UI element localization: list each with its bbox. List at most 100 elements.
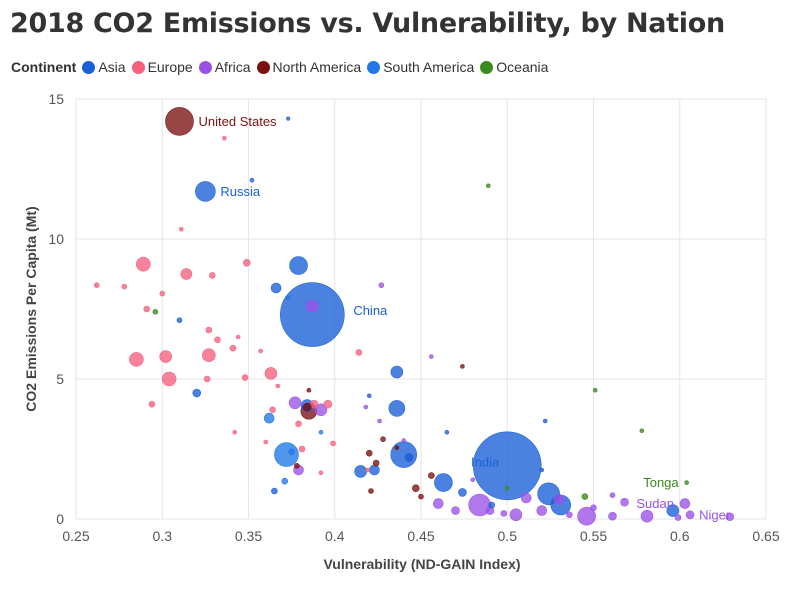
point-asia[interactable] (270, 282, 282, 294)
point-europe[interactable] (203, 375, 211, 383)
point-south-america[interactable] (318, 429, 324, 435)
point-europe[interactable] (202, 348, 216, 363)
point-asia[interactable] (434, 473, 453, 492)
point-africa[interactable] (509, 508, 523, 522)
point-africa[interactable] (378, 282, 385, 289)
legend-item-africa[interactable]: Africa (198, 59, 251, 75)
point-africa[interactable] (451, 506, 460, 515)
point-europe[interactable] (298, 445, 306, 453)
point-europe[interactable] (208, 272, 216, 279)
point-europe[interactable] (180, 268, 193, 280)
point-south-america[interactable] (281, 477, 289, 485)
point-europe[interactable] (159, 290, 166, 297)
point-asia[interactable] (666, 504, 680, 517)
point-asia[interactable] (472, 431, 542, 501)
point-africa[interactable] (679, 498, 691, 509)
point-africa[interactable] (674, 514, 682, 521)
point-africa[interactable] (725, 512, 735, 522)
point-africa[interactable] (536, 505, 548, 516)
point-africa[interactable] (470, 477, 476, 483)
point-africa[interactable] (306, 299, 319, 313)
point-europe[interactable] (365, 467, 370, 473)
point-asia[interactable] (390, 441, 418, 468)
point-north-america[interactable] (293, 462, 300, 469)
point-europe[interactable] (269, 406, 276, 414)
point-asia[interactable] (388, 400, 406, 417)
point-africa[interactable] (377, 418, 382, 424)
point-europe[interactable] (232, 429, 237, 435)
point-europe[interactable] (129, 352, 144, 367)
point-europe[interactable] (143, 305, 151, 313)
point-europe[interactable] (161, 371, 177, 387)
point-asia[interactable] (195, 181, 216, 202)
point-europe[interactable] (330, 440, 336, 447)
legend-item-north-america[interactable]: North America (256, 59, 361, 75)
point-europe[interactable] (222, 135, 227, 141)
point-north-america[interactable] (460, 364, 465, 369)
point-europe[interactable] (323, 399, 333, 409)
point-europe[interactable] (135, 256, 151, 272)
point-europe[interactable] (355, 349, 363, 356)
point-south-america[interactable] (288, 448, 295, 456)
point-europe[interactable] (295, 420, 302, 428)
point-europe[interactable] (93, 282, 100, 289)
point-asia[interactable] (539, 467, 545, 473)
point-north-america[interactable] (302, 402, 312, 412)
point-europe[interactable] (241, 374, 249, 381)
point-europe[interactable] (159, 350, 172, 363)
point-africa[interactable] (608, 511, 617, 521)
point-africa[interactable] (566, 511, 573, 519)
point-africa[interactable] (314, 403, 328, 417)
point-europe[interactable] (264, 367, 278, 380)
point-europe[interactable] (318, 470, 324, 476)
point-north-america[interactable] (418, 493, 424, 500)
point-asia[interactable] (192, 388, 202, 398)
point-europe[interactable] (242, 258, 251, 267)
point-asia[interactable] (404, 453, 414, 462)
point-north-america[interactable] (372, 459, 380, 467)
point-south-america[interactable] (285, 295, 291, 301)
point-africa[interactable] (363, 404, 369, 410)
point-africa[interactable] (640, 509, 654, 523)
legend-item-oceania[interactable]: Oceania (480, 59, 548, 75)
point-europe[interactable] (178, 226, 184, 232)
point-europe[interactable] (205, 326, 213, 334)
point-asia[interactable] (458, 488, 467, 497)
point-asia[interactable] (366, 393, 372, 399)
point-asia[interactable] (280, 282, 345, 347)
point-africa[interactable] (520, 492, 532, 504)
point-north-america[interactable] (306, 387, 312, 393)
point-asia[interactable] (289, 256, 308, 275)
point-europe[interactable] (275, 383, 281, 389)
point-north-america[interactable] (165, 107, 194, 136)
point-asia[interactable] (286, 116, 291, 121)
point-asia[interactable] (249, 177, 255, 183)
point-asia[interactable] (369, 464, 380, 476)
point-africa[interactable] (500, 510, 508, 517)
point-north-america[interactable] (380, 436, 386, 443)
point-oceania[interactable] (504, 485, 510, 491)
point-europe[interactable] (229, 344, 237, 352)
point-north-america[interactable] (394, 445, 400, 450)
point-africa[interactable] (609, 492, 616, 499)
point-north-america[interactable] (412, 484, 420, 493)
point-europe[interactable] (121, 283, 128, 290)
point-oceania[interactable] (485, 183, 491, 189)
point-oceania[interactable] (684, 480, 689, 485)
point-europe[interactable] (214, 336, 221, 344)
legend-item-south-america[interactable]: South America (367, 59, 474, 75)
legend-item-asia[interactable]: Asia (82, 59, 126, 75)
point-oceania[interactable] (152, 308, 159, 315)
point-europe[interactable] (258, 348, 263, 354)
point-africa[interactable] (590, 504, 597, 512)
point-asia[interactable] (542, 418, 548, 424)
point-oceania[interactable] (592, 387, 598, 393)
point-north-america[interactable] (368, 488, 374, 494)
legend-item-europe[interactable]: Europe (131, 59, 193, 75)
point-africa[interactable] (577, 506, 596, 526)
point-africa[interactable] (685, 510, 695, 520)
point-africa[interactable] (401, 438, 407, 443)
point-asia[interactable] (176, 317, 183, 324)
point-south-america[interactable] (263, 412, 275, 424)
point-asia[interactable] (488, 501, 496, 509)
